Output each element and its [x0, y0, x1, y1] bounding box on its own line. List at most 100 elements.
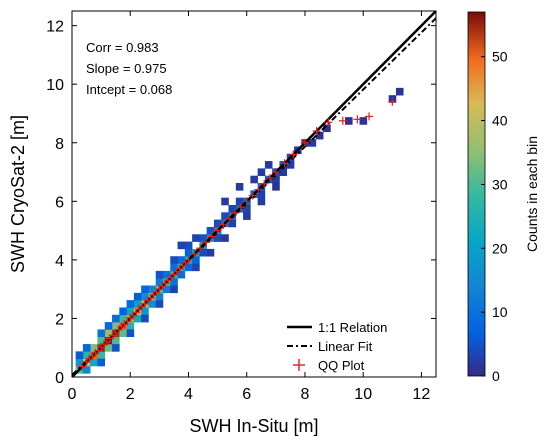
- density-bin: [104, 322, 113, 330]
- density-bin: [257, 190, 266, 198]
- density-bin: [133, 314, 142, 323]
- qq-point: [254, 185, 263, 194]
- qq-point: [388, 97, 397, 106]
- y-tick-label: 4: [55, 253, 64, 270]
- density-bin: [279, 168, 288, 176]
- qq-point: [196, 244, 205, 253]
- density-bin: [75, 351, 84, 359]
- density-bin: [133, 300, 142, 308]
- qq-points: [78, 97, 397, 371]
- density-bin: [213, 219, 222, 228]
- qq-point: [280, 159, 289, 168]
- density-bin: [141, 285, 149, 294]
- density-bin: [192, 256, 200, 264]
- density-bin: [112, 336, 120, 345]
- x-tick-label: 6: [242, 386, 251, 403]
- density-bin: [272, 183, 280, 191]
- qq-point: [289, 150, 298, 159]
- density-bin: [264, 161, 273, 169]
- x-tick-label: 0: [68, 386, 77, 403]
- density-bin: [155, 270, 164, 279]
- x-tick-label: 2: [126, 386, 135, 403]
- density-bin: [184, 248, 193, 257]
- density-bin: [155, 278, 164, 286]
- density-bin: [112, 314, 120, 323]
- qq-point: [248, 191, 257, 200]
- x-tick-label: 12: [413, 386, 431, 403]
- density-bin: [177, 270, 186, 279]
- y-tick-label: 8: [55, 136, 64, 153]
- x-tick-label: 10: [354, 386, 372, 403]
- density-bin: [206, 226, 215, 235]
- colorbar-tick-label: 20: [492, 240, 508, 256]
- density-bin: [359, 117, 368, 125]
- qq-point: [190, 250, 199, 259]
- qq-point: [266, 173, 275, 182]
- density-bin: [112, 322, 120, 330]
- y-tick-label: 0: [55, 370, 64, 387]
- density-bin: [119, 314, 127, 323]
- density-bin: [192, 234, 200, 242]
- x-axis-label: SWH In-Situ [m]: [189, 416, 318, 436]
- density-bin: [170, 278, 178, 286]
- density-bin: [163, 285, 171, 294]
- density-bin: [126, 300, 135, 308]
- density-bin: [104, 329, 113, 338]
- density-bin: [90, 344, 98, 352]
- density-bin: [177, 241, 186, 250]
- density-bin: [170, 263, 178, 272]
- y-axis-ticks: 0 2 4 6 8 10 12: [46, 19, 436, 387]
- y-tick-label: 6: [55, 194, 64, 211]
- density-bin: [82, 344, 91, 352]
- colorbar-tick-label: 30: [492, 176, 508, 192]
- density-bin: [206, 248, 215, 257]
- density-bin: [97, 329, 106, 338]
- qq-point: [207, 232, 216, 241]
- qq-point: [184, 255, 193, 264]
- qq-point: [236, 203, 245, 212]
- density-bin: [199, 234, 207, 242]
- colorbar-ticks: 0 10 20 30 40 50: [481, 49, 508, 384]
- density-bin: [155, 300, 164, 308]
- density-bin: [192, 263, 200, 272]
- qq-point: [78, 362, 87, 371]
- x-axis-ticks: 0 2 4 6 8 10 12: [68, 11, 431, 403]
- colorbar-tick-label: 0: [492, 368, 500, 384]
- density-bin: [126, 307, 135, 316]
- density-bin: [221, 212, 229, 220]
- y-tick-label: 10: [46, 77, 64, 94]
- density-bin: [323, 124, 331, 133]
- density-bin: [213, 234, 222, 242]
- qq-point: [242, 197, 251, 206]
- density-bin: [82, 366, 91, 374]
- density-bin: [228, 204, 237, 213]
- density-bin: [170, 256, 178, 264]
- density-bin: [141, 307, 149, 316]
- legend-qq-swatch: [293, 359, 305, 371]
- density-bin: [184, 241, 193, 250]
- plot-frame: [71, 10, 437, 378]
- stats-slope: Slope = 0.975: [86, 61, 167, 76]
- density-bin: [126, 329, 135, 338]
- x-tick-label: 8: [301, 386, 310, 403]
- colorbar: [467, 11, 486, 377]
- colorbar-tick-label: 40: [492, 113, 508, 129]
- density-bin: [184, 263, 193, 272]
- qq-point: [271, 168, 280, 177]
- qq-point: [260, 179, 269, 188]
- density-bin: [126, 322, 135, 330]
- colorbar-tick-label: 10: [492, 304, 508, 320]
- qq-point: [353, 115, 362, 124]
- legend: 1:1 Relation Linear Fit QQ Plot: [287, 320, 387, 373]
- density-bin: [119, 329, 127, 338]
- qq-point: [338, 116, 347, 125]
- density-bin: [97, 358, 106, 367]
- density-bin: [141, 292, 149, 301]
- density-bin: [221, 197, 229, 206]
- density-bin: [235, 197, 244, 206]
- density-bin: [243, 204, 251, 213]
- density-bin: [97, 336, 106, 345]
- legend-qq-label: QQ Plot: [318, 358, 365, 373]
- density-bin: [133, 292, 142, 301]
